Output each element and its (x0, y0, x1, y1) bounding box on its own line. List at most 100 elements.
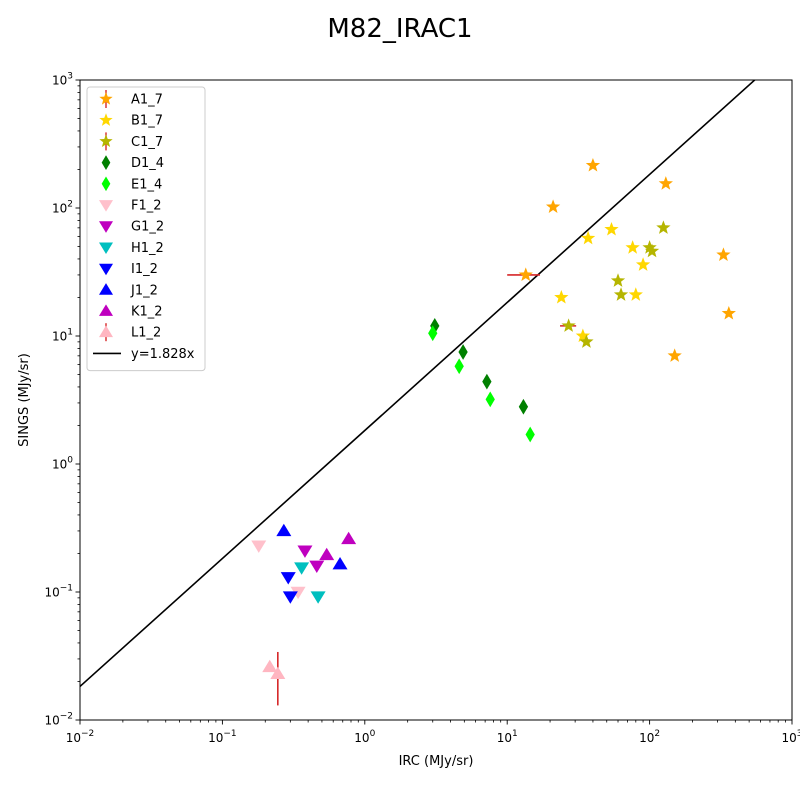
legend-label: J1_2 (130, 283, 158, 298)
legend-marker (99, 92, 113, 105)
data-point (341, 531, 357, 545)
series-G1_2 (297, 545, 325, 573)
legend-label: A1_7 (131, 93, 163, 108)
y-tick-label: 10−1 (44, 584, 73, 600)
plot-clip-group (80, 80, 756, 706)
data-point (428, 325, 438, 342)
series-L1_2 (262, 651, 286, 706)
data-point (310, 591, 326, 604)
legend-marker (99, 325, 113, 338)
series-A1_7 (507, 157, 736, 362)
data-point (644, 243, 660, 258)
legend: A1_7 B1_7 C1_7 D1_4 E1_4 F1_2 G1_2 H1_2 I1_2 J1_2… (86, 86, 206, 372)
legend-entry-F1_2: F1_2 (99, 199, 162, 214)
legend-entry-I1_2: I1_2 (99, 262, 158, 277)
legend-entry-E1_4: E1_4 (101, 176, 162, 192)
legend-label: F1_2 (131, 199, 162, 214)
data-point (554, 289, 569, 304)
series-F1_2 (251, 540, 306, 600)
data-point (262, 659, 278, 673)
legend-label: K1_2 (131, 305, 163, 320)
data-point (667, 348, 682, 362)
legend-label: D1_4 (131, 156, 164, 171)
series-E1_4 (428, 325, 535, 443)
series-K1_2 (319, 531, 357, 561)
data-point (579, 334, 594, 348)
y-axis-label: SINGS (MJy/sr) (17, 353, 32, 447)
y-tick-label: 101 (52, 328, 73, 344)
legend-entry-C1_7: C1_7 (99, 132, 163, 151)
legend-marker (101, 155, 111, 170)
fit-line (80, 80, 756, 688)
data-point (628, 287, 643, 301)
legend-label: L1_2 (131, 326, 161, 341)
legend-marker (99, 113, 113, 126)
legend-entry-A1_7: A1_7 (99, 90, 163, 108)
x-tick-label: 103 (781, 729, 800, 745)
legend-label: I1_2 (131, 262, 158, 277)
legend-marker (99, 263, 113, 276)
legend-entry-J1_2: J1_2 (99, 283, 158, 298)
legend-label: B1_7 (131, 114, 163, 129)
data-point (604, 221, 619, 236)
data-point (518, 398, 529, 415)
data-point (290, 586, 306, 600)
data-point (642, 240, 657, 254)
data-point (332, 557, 348, 570)
legend-entry-G1_2: G1_2 (99, 220, 164, 235)
legend-marker (99, 200, 113, 212)
data-point (625, 240, 640, 254)
legend-entry-D1_4: D1_4 (101, 155, 164, 171)
data-point (545, 199, 561, 213)
data-point (282, 591, 298, 604)
x-tick-label: 102 (639, 729, 660, 745)
data-point (561, 318, 576, 332)
legend-entry-fit-line: y=1.828x (93, 347, 195, 362)
series-I1_2 (280, 572, 298, 604)
series-H1_2 (294, 562, 326, 604)
legend-marker (99, 283, 113, 295)
x-tick-label: 100 (354, 729, 375, 745)
plot-area (80, 80, 756, 706)
data-point (721, 305, 736, 320)
data-point (270, 666, 286, 679)
chart-title: M82_IRAC1 (327, 14, 472, 44)
legend-entry-B1_7: B1_7 (99, 113, 163, 129)
data-point (610, 273, 626, 287)
x-tick-label: 101 (497, 729, 518, 745)
data-point (658, 176, 673, 190)
series-C1_7 (560, 220, 671, 348)
data-point (458, 344, 468, 360)
data-point (485, 391, 495, 408)
data-point (656, 220, 671, 234)
data-point (297, 545, 313, 558)
data-point (716, 247, 731, 261)
data-point (309, 560, 325, 573)
data-point (580, 230, 596, 245)
legend-label: E1_4 (131, 177, 162, 192)
data-point (454, 358, 464, 375)
legend-box (86, 86, 206, 372)
data-point (635, 257, 651, 271)
y-tick-label: 100 (52, 456, 73, 472)
legend-label: H1_2 (131, 241, 164, 256)
x-tick-label: 10−2 (66, 729, 95, 745)
legend-marker (99, 134, 113, 148)
axes-frame (79, 79, 793, 721)
legend-marker (99, 304, 113, 316)
data-point (280, 572, 296, 585)
data-point (525, 426, 535, 443)
series-D1_4 (430, 317, 529, 415)
legend-label: y=1.828x (131, 347, 195, 362)
y-tick-label: 103 (52, 72, 73, 88)
legend-label: C1_7 (131, 135, 163, 150)
data-point (276, 523, 292, 537)
legend-marker (101, 176, 111, 192)
data-point (482, 373, 492, 390)
legend-marker (99, 221, 113, 233)
series-B1_7 (554, 221, 651, 343)
data-point (613, 287, 629, 301)
data-point (585, 157, 601, 172)
legend-entry-H1_2: H1_2 (99, 241, 164, 256)
